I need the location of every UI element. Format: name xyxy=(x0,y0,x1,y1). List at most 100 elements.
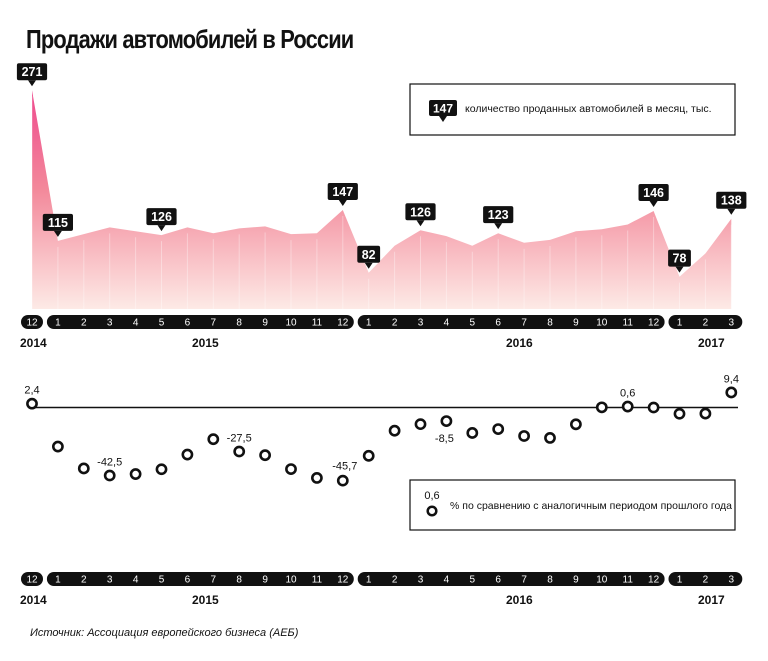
legend-box xyxy=(409,83,736,136)
data-point xyxy=(233,445,246,458)
data-point xyxy=(336,474,349,487)
value-badge: 146 xyxy=(638,183,669,207)
badge-box xyxy=(716,191,747,209)
legend-value: 0,6 xyxy=(424,490,439,502)
dot-legend: 0,6 % по сравнению с аналогичным периодом… xyxy=(409,479,736,531)
month-tick-label: 6 xyxy=(185,575,191,586)
month-tick-label: 12 xyxy=(26,318,38,329)
month-tick-label: 8 xyxy=(236,575,242,586)
month-tick-label: 1 xyxy=(55,575,61,586)
month-tick-label: 9 xyxy=(262,575,268,586)
month-tick-label: 4 xyxy=(444,318,450,329)
data-point xyxy=(77,462,90,475)
badge-label: 147 xyxy=(332,185,353,199)
month-tick-label: 3 xyxy=(729,575,735,586)
badge-label: 271 xyxy=(22,65,43,79)
year-label: 2015 xyxy=(192,336,219,350)
value-badge: 123 xyxy=(483,206,514,230)
badge-box xyxy=(668,249,691,267)
month-tick-label: 10 xyxy=(285,318,297,329)
month-tick-label: 8 xyxy=(547,575,553,586)
month-tick-label: 8 xyxy=(547,318,553,329)
month-tick-label: 10 xyxy=(596,318,608,329)
month-tick-label: 12 xyxy=(26,575,38,586)
legend-text: количество проданных автомобилей в месяц… xyxy=(465,103,712,115)
badge-label: 126 xyxy=(151,210,172,224)
legend-badge xyxy=(429,100,457,116)
badge-box xyxy=(42,213,73,231)
area-legend: 147 количество проданных автомобилей в ме… xyxy=(409,83,736,136)
data-point xyxy=(414,418,427,431)
badge-pointer xyxy=(675,266,684,273)
badge-label: 82 xyxy=(362,248,376,262)
data-point xyxy=(699,407,712,420)
year-label: 2014 xyxy=(20,593,47,607)
month-tick-label: 10 xyxy=(596,575,608,586)
legend-badge-pointer xyxy=(439,116,447,122)
badge-box xyxy=(638,183,669,201)
month-tick-label: 9 xyxy=(573,318,579,329)
month-tick-label: 1 xyxy=(366,575,372,586)
badge-label: 138 xyxy=(721,194,742,208)
month-tick-label: 3 xyxy=(107,575,113,586)
badge-pointer xyxy=(28,80,36,87)
month-bar xyxy=(46,315,354,329)
badge-pointer xyxy=(416,220,425,227)
month-tick-label: 1 xyxy=(677,318,683,329)
badge-label: 123 xyxy=(488,208,509,222)
data-point xyxy=(595,401,608,414)
month-tick-label: 11 xyxy=(623,575,634,586)
data-label: -27,5 xyxy=(227,433,252,445)
data-point xyxy=(181,448,194,461)
month-bar xyxy=(357,315,665,329)
page-title: Продажи автомобилей в России xyxy=(26,24,354,54)
badge-box xyxy=(16,63,48,81)
area-fill xyxy=(32,90,732,309)
year-label: 2017 xyxy=(698,336,725,350)
dot-chart: 2,4 -42,5 -27,5 -45,7 -8,5 0,6 9,4 xyxy=(24,373,739,487)
month-tick-label: 7 xyxy=(211,575,217,586)
month-bar xyxy=(668,315,743,329)
badge-pointer xyxy=(494,223,503,230)
month-tick-label: 6 xyxy=(185,318,191,329)
badge-label: 146 xyxy=(643,186,664,200)
data-point xyxy=(647,401,660,414)
month-tick-label: 12 xyxy=(648,575,660,586)
month-tick-label: 1 xyxy=(677,575,683,586)
month-tick-label: 12 xyxy=(337,318,349,329)
month-tick-label: 12 xyxy=(337,575,349,586)
month-tick-label: 2 xyxy=(392,318,398,329)
value-badge: 126 xyxy=(405,203,436,227)
month-tick-label: 11 xyxy=(312,318,323,329)
month-tick-label: 7 xyxy=(521,318,527,329)
legend-marker xyxy=(426,505,438,517)
month-tick-label: 4 xyxy=(133,318,139,329)
value-badge: 271 xyxy=(16,63,48,87)
area-chart: 271 115 126 147 82 126 123 146 78 138 xyxy=(16,63,747,309)
value-badge: 82 xyxy=(357,245,381,269)
month-tick-label: 10 xyxy=(285,575,297,586)
badge-box xyxy=(146,208,177,226)
month-bar xyxy=(21,315,43,329)
month-tick-label: 11 xyxy=(623,318,634,329)
badge-pointer xyxy=(157,225,166,232)
month-tick-label: 9 xyxy=(262,318,268,329)
value-badge: 78 xyxy=(668,249,691,273)
data-point xyxy=(129,468,142,480)
data-label: 9,4 xyxy=(724,373,739,385)
month-tick-label: 5 xyxy=(159,575,165,586)
data-point xyxy=(492,423,505,435)
data-point xyxy=(259,449,271,462)
value-badge: 138 xyxy=(716,191,747,215)
data-point xyxy=(544,431,556,444)
data-point xyxy=(310,471,323,484)
month-tick-label: 9 xyxy=(573,575,579,586)
data-point xyxy=(285,463,297,475)
month-tick-label: 12 xyxy=(648,318,660,329)
badge-label: 78 xyxy=(673,252,687,266)
data-point xyxy=(388,424,401,437)
month-bar xyxy=(668,572,743,586)
month-tick-label: 2 xyxy=(81,575,87,586)
data-point xyxy=(362,449,375,462)
